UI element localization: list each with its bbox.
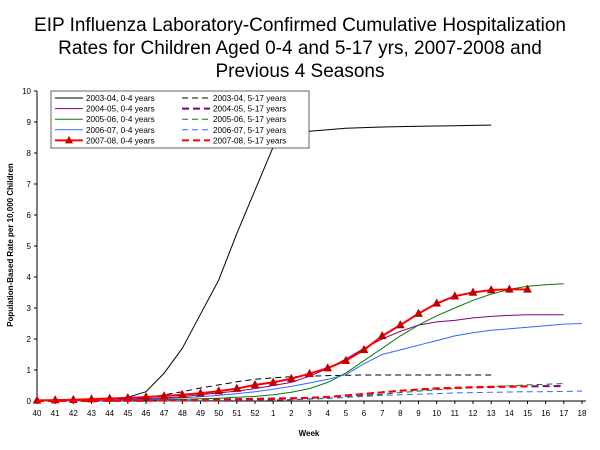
x-tick-label: 52 — [251, 409, 260, 418]
series-marker-8 — [359, 344, 369, 354]
chart-title-line-2: Rates for Children Aged 0-4 and 5-17 yrs… — [58, 38, 542, 59]
x-tick-label: 7 — [380, 409, 385, 418]
series-marker-8 — [141, 391, 151, 401]
x-tick-label: 14 — [505, 409, 514, 418]
x-tick-label: 43 — [87, 409, 96, 418]
legend: 2003-04, 0-4 years 2003-04, 5-17 years 200… — [50, 90, 310, 149]
x-tick-label: 10 — [432, 409, 441, 418]
x-tick-label: 4 — [325, 409, 330, 418]
x-tick-label: 41 — [51, 409, 60, 418]
legend-label-4: 2005-06, 0-4 years — [86, 115, 155, 124]
series-marker-8 — [523, 284, 532, 293]
x-tick-label: 46 — [142, 409, 151, 418]
y-tick-label: 10 — [22, 87, 31, 96]
x-tick-label: 2 — [289, 409, 294, 418]
series-line-0 — [36, 124, 492, 401]
x-tick-label: 44 — [105, 409, 114, 418]
x-tick-label: 51 — [232, 409, 241, 418]
legend-label-7: 2006-07, 5-17 years — [213, 126, 286, 135]
series-marker-8 — [468, 287, 478, 296]
x-tick-label: 12 — [469, 409, 478, 418]
legend-box — [50, 90, 310, 149]
y-tick-label: 9 — [27, 118, 32, 127]
series-marker-8 — [305, 368, 314, 377]
y-tick-label: 1 — [27, 366, 32, 375]
chart-title-line-3: Previous 4 Seasons — [215, 61, 385, 82]
x-tick-label: 13 — [487, 409, 496, 418]
series-layer — [32, 124, 583, 404]
y-tick-label: 2 — [27, 335, 32, 344]
series-marker-8 — [414, 308, 423, 317]
series-marker-8 — [504, 284, 514, 293]
x-tick-label: 6 — [362, 409, 367, 418]
series-marker-8 — [286, 373, 296, 382]
legend-label-5: 2005-06, 5-17 years — [213, 115, 286, 124]
series-marker-8 — [214, 386, 224, 395]
series-marker-8 — [268, 377, 278, 386]
legend-label-3: 2004-05, 5-17 years — [213, 105, 286, 114]
x-tick-label: 1 — [271, 409, 276, 418]
y-tick-label: 3 — [27, 304, 32, 313]
series-line-2 — [37, 314, 564, 402]
legend-label-9: 2007-08, 5-17 years — [213, 136, 286, 145]
y-axis-title: Population-Based Rate per 10,000 Childre… — [6, 163, 15, 327]
y-tick-label: 5 — [27, 242, 32, 251]
x-tick-label: 11 — [451, 409, 460, 418]
y-tick-label: 4 — [27, 273, 32, 282]
legend-label-8: 2007-08, 0-4 years — [86, 136, 155, 145]
series-marker-8 — [486, 284, 496, 294]
y-tick-label: 8 — [27, 149, 32, 158]
legend-label-2: 2004-05, 0-4 years — [86, 105, 155, 114]
legend-label-0: 2003-04, 0-4 years — [86, 94, 155, 103]
series-marker-8 — [450, 291, 460, 300]
x-tick-label: 8 — [398, 409, 403, 418]
x-tick-label: 45 — [123, 409, 132, 418]
chart-title-line-1: EIP Influenza Laboratory-Confirmed Cumul… — [34, 15, 566, 36]
series-marker-8 — [250, 379, 260, 389]
x-tick-label: 50 — [214, 409, 223, 418]
series-marker-8 — [232, 383, 242, 392]
x-tick-label: 9 — [416, 409, 421, 418]
x-axis-title: Week — [299, 429, 320, 438]
series-marker-8 — [196, 388, 205, 397]
series-line-6 — [37, 323, 583, 402]
series-line-9 — [37, 385, 528, 402]
series-marker-8 — [377, 330, 387, 340]
series-line-4 — [37, 283, 564, 402]
series-line-1 — [36, 374, 492, 402]
x-tick-label: 5 — [344, 409, 349, 418]
x-tick-label: 47 — [160, 409, 169, 418]
series-marker-8 — [159, 391, 169, 400]
x-tick-label: 3 — [307, 409, 312, 418]
chart-title: EIP Influenza Laboratory-Confirmed Cumul… — [0, 14, 600, 83]
y-tick-label: 7 — [27, 180, 32, 189]
y-tick-label: 6 — [27, 211, 32, 220]
series-marker-8 — [177, 389, 187, 399]
legend-marker-8 — [65, 135, 73, 144]
series-marker-8 — [395, 320, 405, 329]
x-tick-label: 15 — [523, 409, 532, 418]
y-tick-label: 0 — [27, 397, 32, 406]
x-tick-label: 40 — [33, 409, 42, 418]
series-line-8 — [36, 288, 528, 402]
legend-label-6: 2006-07, 0-4 years — [86, 126, 155, 135]
legend-label-1: 2003-04, 5-17 years — [213, 94, 286, 103]
series-marker-8 — [432, 298, 442, 307]
series-marker-8 — [341, 355, 351, 364]
x-tick-label: 18 — [578, 409, 587, 418]
x-tick-label: 42 — [69, 409, 78, 418]
x-tick-label: 16 — [541, 409, 550, 418]
x-tick-label: 49 — [196, 409, 205, 418]
series-marker-8 — [323, 363, 333, 372]
x-tick-label: 17 — [559, 409, 568, 418]
x-tick-label: 48 — [178, 409, 187, 418]
